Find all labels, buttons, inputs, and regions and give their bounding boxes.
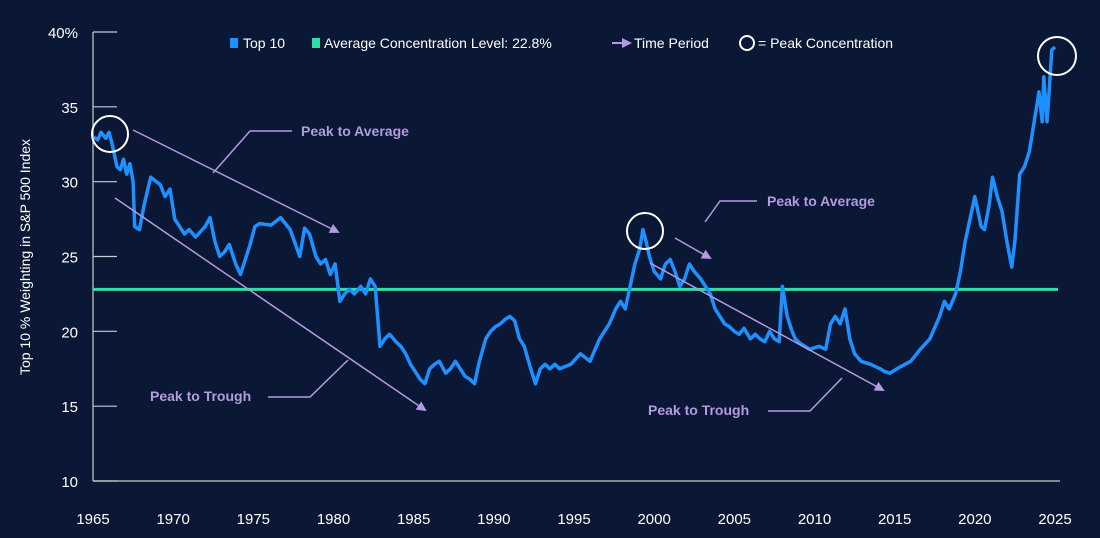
legend-circle-icon: [739, 35, 755, 51]
x-tick-label: 2005: [718, 511, 751, 528]
annotation-peak-to-average-1: Peak to Average: [301, 123, 409, 139]
y-tick-label: 25: [61, 250, 78, 267]
arrow-peak-to-trough-1: [114, 197, 427, 412]
legend-label-time-period: Time Period: [634, 35, 709, 51]
annotation-peak-to-average-2: Peak to Average: [767, 193, 875, 209]
peak-circle-1965: [91, 115, 129, 153]
legend: Top 10 Average Concentration Level: 22.8…: [230, 35, 893, 51]
peak-circle-2024: [1037, 36, 1077, 76]
x-tick-label: 2000: [637, 511, 670, 528]
x-tick-label: 2025: [1038, 511, 1071, 528]
peak-circle-1999: [626, 212, 664, 250]
x-tick-label: 2010: [798, 511, 831, 528]
leader-peak-to-trough-2: [768, 377, 843, 412]
arrow-peak-to-trough-2: [649, 262, 885, 391]
legend-label-top10: Top 10: [243, 35, 285, 51]
y-tick-label: 40%: [48, 25, 78, 42]
y-tick-label: 10: [61, 474, 78, 491]
y-axis-label: Top 10 % Weighting in S&P 500 Index: [17, 139, 33, 375]
y-tick-label: 30: [61, 175, 78, 192]
x-tick-label: 2020: [958, 511, 991, 528]
y-tick-label: 20: [61, 324, 78, 341]
legend-label-average: Average Concentration Level: 22.8%: [324, 35, 552, 51]
legend-swatch-top10: [230, 38, 238, 48]
y-tick-label: 15: [61, 399, 78, 416]
x-tick-label: 1965: [76, 511, 109, 528]
arrow-peak-to-average-2: [674, 237, 712, 259]
annotation-peak-to-trough-2: Peak to Trough: [648, 402, 749, 418]
x-tick-label: 1975: [237, 511, 270, 528]
x-tick-label: 1990: [477, 511, 510, 528]
leader-peak-to-trough-1: [268, 359, 349, 398]
x-tick-label: 1995: [557, 511, 590, 528]
legend-swatch-average: [312, 38, 320, 48]
leader-peak-to-average-1: [212, 130, 292, 174]
x-tick-label: 1980: [317, 511, 350, 528]
y-tick-label: 35: [61, 100, 78, 117]
x-tick-label: 1985: [397, 511, 430, 528]
x-tick-label: 1970: [156, 511, 189, 528]
arrow-peak-to-average-1: [132, 129, 340, 233]
x-tick-label: 2015: [878, 511, 911, 528]
series-line-top10: [92, 45, 1057, 386]
leader-peak-to-average-2: [704, 200, 757, 223]
annotation-peak-to-trough-1: Peak to Trough: [150, 388, 251, 404]
legend-label-peak: = Peak Concentration: [758, 35, 893, 51]
